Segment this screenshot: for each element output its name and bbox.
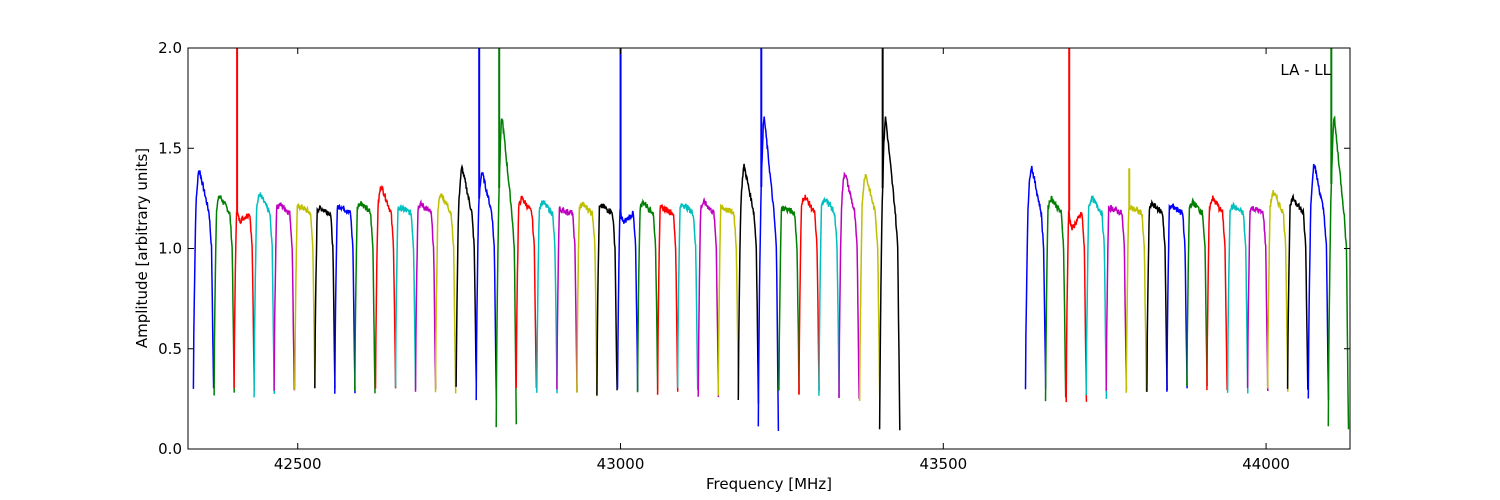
channel-curve bbox=[515, 195, 538, 389]
channel-curve bbox=[394, 204, 417, 389]
channel-curve bbox=[1307, 163, 1330, 401]
channel-curve bbox=[576, 201, 598, 397]
channel-curve bbox=[1044, 195, 1067, 402]
channel-curve bbox=[192, 169, 215, 389]
channel-curve bbox=[273, 202, 296, 391]
channel-curve bbox=[636, 198, 659, 393]
channel-curve bbox=[354, 201, 376, 394]
channel-curve bbox=[778, 205, 800, 394]
channel-curve bbox=[838, 171, 860, 399]
channel-curve bbox=[233, 209, 256, 391]
channel-curve bbox=[314, 205, 336, 389]
channel-background-curve bbox=[435, 193, 457, 394]
channel-curve bbox=[253, 192, 276, 398]
y-axis-ticks: 0.0 0.5 1.0 1.5 2.0 bbox=[158, 39, 1350, 458]
channel-curve bbox=[1125, 204, 1148, 393]
channel-curve bbox=[616, 208, 639, 391]
x-axis-label: Frequency [MHz] bbox=[706, 475, 832, 493]
y-tick-label: 0.0 bbox=[158, 440, 182, 458]
channel-curve bbox=[1266, 190, 1289, 392]
channel-curve bbox=[858, 173, 881, 404]
channel-curve bbox=[818, 196, 840, 398]
channel-curve bbox=[1105, 205, 1128, 391]
y-tick-label: 0.5 bbox=[158, 340, 182, 358]
y-tick-label: 1.5 bbox=[158, 139, 182, 157]
channel-curve bbox=[596, 203, 618, 396]
channel-curve bbox=[656, 203, 679, 395]
channel-curves bbox=[192, 48, 1350, 432]
channel-background-curve bbox=[1267, 190, 1289, 392]
channel-curve bbox=[717, 203, 740, 396]
channel-curve bbox=[1024, 165, 1047, 390]
channel-curve bbox=[414, 199, 437, 392]
x-tick-label: 42500 bbox=[274, 455, 322, 473]
channel-curve bbox=[676, 203, 699, 390]
channel-curve bbox=[434, 193, 457, 394]
channel-curve bbox=[798, 194, 820, 395]
channel-curve bbox=[1085, 195, 1108, 399]
channel-curve bbox=[697, 197, 720, 398]
y-tick-label: 2.0 bbox=[158, 39, 182, 57]
channel-curve bbox=[536, 200, 558, 394]
channel-curve bbox=[556, 206, 578, 393]
y-axis-label: Amplitude [arbitrary units] bbox=[133, 148, 151, 348]
channel-curve bbox=[1226, 201, 1249, 394]
channel-curve bbox=[334, 203, 356, 394]
channel-curve bbox=[213, 194, 235, 396]
x-axis-ticks: 42500 43000 43500 44000 bbox=[274, 48, 1290, 473]
channel-curve bbox=[1286, 193, 1309, 390]
channel-curve bbox=[1206, 195, 1228, 391]
channel-curve bbox=[1246, 206, 1269, 392]
channel-curve bbox=[475, 171, 498, 401]
corner-annotation: LA - LL bbox=[1280, 61, 1331, 79]
channel-curve bbox=[374, 184, 397, 389]
channel-curve bbox=[455, 163, 478, 387]
channel-curve bbox=[1166, 203, 1188, 392]
channel-curve bbox=[1065, 210, 1088, 403]
plot-area-frame bbox=[187, 47, 1351, 450]
x-tick-label: 43500 bbox=[919, 455, 967, 473]
channel-curve bbox=[1186, 197, 1208, 387]
channel-curve bbox=[294, 202, 316, 390]
channel-curve bbox=[737, 163, 760, 404]
x-tick-label: 44000 bbox=[1242, 455, 1290, 473]
y-tick-label: 1.0 bbox=[158, 240, 182, 258]
channel-curve bbox=[1146, 199, 1168, 392]
x-tick-label: 43000 bbox=[597, 455, 645, 473]
